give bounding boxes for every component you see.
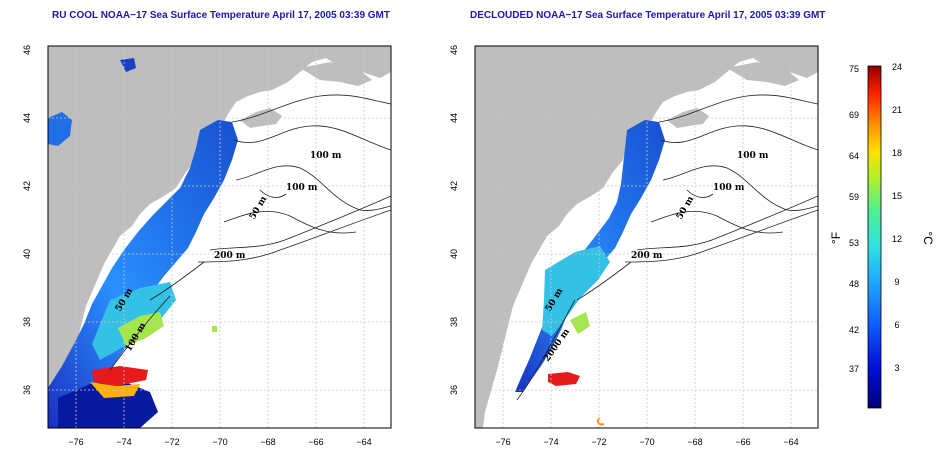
lat-tick: 42 <box>449 181 459 191</box>
lon-tick: −68 <box>260 437 275 447</box>
fahrenheit-tick: 75 <box>849 64 859 74</box>
fahrenheit-tick: 48 <box>849 279 859 289</box>
celsius-tick: 12 <box>892 234 902 244</box>
left-map-contour-label: 200 m <box>214 251 246 261</box>
fahrenheit-unit-label: °F <box>829 232 843 244</box>
lon-tick: −64 <box>783 437 798 447</box>
lon-tick: −76 <box>68 437 83 447</box>
right-map-sst-hot <box>548 372 580 386</box>
lon-tick: −74 <box>543 437 558 447</box>
right-map-lat-axis: 46 44 42 40 38 36 <box>449 45 459 395</box>
left-map-sst-speck <box>120 58 136 72</box>
lon-tick: −64 <box>356 437 371 447</box>
left-map-sst-patch-north <box>48 112 72 146</box>
lat-tick: 44 <box>22 113 32 123</box>
left-map-lon-axis: −76 −74 −72 −70 −68 −66 −64 <box>68 437 371 447</box>
right-map-land <box>475 46 818 428</box>
celsius-tick: 18 <box>892 148 902 158</box>
right-map-title: DECLOUDED NOAA−17 Sea Surface Temperatur… <box>470 10 826 21</box>
left-map-sst-speck-warm <box>212 326 217 332</box>
lat-tick: 46 <box>22 45 32 55</box>
colorbar: 75 69 64 59 53 48 42 37 24 21 18 15 12 9… <box>829 62 935 409</box>
left-map-title: RU COOL NOAA−17 Sea Surface Temperature … <box>52 10 390 21</box>
colorbar-scale <box>867 65 882 409</box>
lat-tick: 46 <box>449 45 459 55</box>
lat-tick: 42 <box>22 181 32 191</box>
lat-tick: 36 <box>22 385 32 395</box>
colorbar-celsius-ticks: 24 21 18 15 12 9 6 3 <box>892 62 902 373</box>
fahrenheit-tick: 37 <box>849 364 859 374</box>
left-map-gulf-land <box>300 62 372 86</box>
left-map-sst-hot <box>92 366 148 386</box>
left-map: 100 m 100 m 50 m 200 m 50 m 100 m 46 44 … <box>22 45 392 447</box>
lon-tick: −70 <box>212 437 227 447</box>
celsius-tick: 21 <box>892 105 902 115</box>
lat-tick: 40 <box>22 249 32 259</box>
left-map-land <box>48 46 391 428</box>
fahrenheit-tick: 59 <box>849 192 859 202</box>
celsius-tick: 3 <box>894 363 899 373</box>
lat-tick: 38 <box>22 317 32 327</box>
lon-tick: −76 <box>495 437 510 447</box>
right-map-sst-warm <box>570 312 590 334</box>
lon-tick: −74 <box>116 437 131 447</box>
celsius-tick: 6 <box>894 320 899 330</box>
left-map-contours <box>109 94 391 371</box>
lat-tick: 36 <box>449 385 459 395</box>
right-map-contour-label: 100 m <box>713 183 745 193</box>
fahrenheit-tick: 53 <box>849 238 859 248</box>
lat-tick: 44 <box>449 113 459 123</box>
left-map-contour-label: 100 m <box>286 183 318 193</box>
right-map-frame <box>474 45 819 429</box>
lon-tick: −66 <box>735 437 750 447</box>
celsius-tick: 9 <box>894 277 899 287</box>
lon-tick: −72 <box>164 437 179 447</box>
lat-tick: 38 <box>449 317 459 327</box>
lat-tick: 40 <box>449 249 459 259</box>
fahrenheit-tick: 42 <box>849 325 859 335</box>
lon-tick: −70 <box>639 437 654 447</box>
right-map-contour-label: 200 m <box>631 251 663 261</box>
celsius-unit-label: °C <box>921 231 935 245</box>
lon-tick: −66 <box>308 437 323 447</box>
left-map-contour-label: 100 m <box>310 151 342 161</box>
lon-tick: −72 <box>591 437 606 447</box>
right-map-sst-mild <box>542 246 610 336</box>
lon-tick: −68 <box>687 437 702 447</box>
colorbar-fahrenheit-ticks: 75 69 64 59 53 48 42 37 <box>849 64 859 374</box>
right-map-grid <box>475 46 818 428</box>
left-map-frame <box>47 45 392 429</box>
right-map-contour-label: 100 m <box>737 151 769 161</box>
left-map-grid <box>48 46 391 428</box>
right-map-lon-axis: −76 −74 −72 −70 −68 −66 −64 <box>495 437 798 447</box>
left-map-sst-warm <box>118 312 164 346</box>
fahrenheit-tick: 69 <box>849 110 859 120</box>
left-map-lat-axis: 46 44 42 40 38 36 <box>22 45 32 395</box>
fahrenheit-tick: 64 <box>849 151 859 161</box>
right-map-gulf-land <box>727 62 799 86</box>
celsius-tick: 24 <box>892 62 902 72</box>
left-map-sst-orange <box>90 382 140 398</box>
right-map-contours <box>516 94 818 401</box>
celsius-tick: 15 <box>892 191 902 201</box>
right-map: 100 m 100 m 50 m 200 m 50 m 2000 m 46 44… <box>449 45 819 447</box>
